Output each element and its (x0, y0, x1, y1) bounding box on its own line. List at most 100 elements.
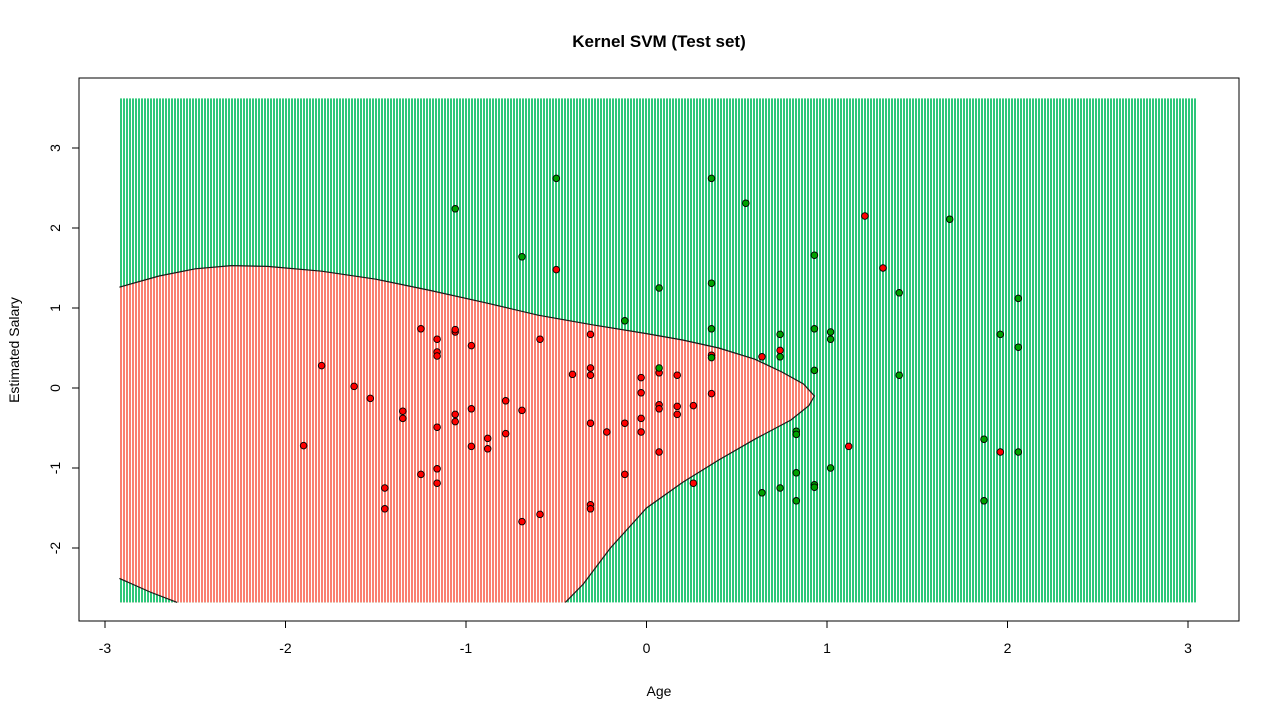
data-point-class-0 (689, 479, 698, 487)
data-point-class-0 (451, 325, 459, 334)
data-point-class-0 (381, 484, 389, 492)
data-point-class-1 (945, 215, 954, 223)
data-point-class-0 (552, 265, 561, 274)
data-point-class-0 (299, 441, 308, 450)
x-tick-label: -3 (99, 640, 112, 656)
data-point-class-0 (536, 510, 544, 519)
data-point-class-0 (637, 414, 645, 423)
data-point-class-0 (536, 335, 544, 343)
data-point-class-1 (895, 289, 903, 297)
data-point-class-1 (1014, 343, 1023, 351)
data-point-class-0 (381, 505, 389, 513)
data-point-class-0 (707, 389, 716, 398)
data-point-class-0 (399, 407, 407, 415)
data-point-class-0 (483, 445, 492, 453)
y-tick-label: 1 (47, 304, 63, 312)
x-tick-label: 0 (643, 640, 651, 656)
data-point-class-1 (655, 364, 663, 372)
data-point-class-1 (518, 253, 526, 261)
data-point-class-0 (586, 505, 595, 513)
y-axis-label: Estimated Salary (6, 297, 22, 403)
data-point-class-0 (467, 405, 476, 413)
data-point-class-1 (1014, 448, 1023, 456)
data-point-class-0 (844, 442, 853, 451)
data-point-class-1 (810, 325, 819, 333)
decision-boundary (119, 264, 816, 603)
data-point-class-0 (433, 423, 441, 431)
data-point-class-0 (996, 448, 1005, 456)
data-point-class-1 (552, 174, 561, 183)
data-point-class-0 (758, 353, 766, 361)
data-point-class-0 (621, 419, 629, 427)
x-tick-label: -2 (279, 640, 292, 656)
data-point-class-1 (707, 353, 716, 362)
y-tick-label: -2 (47, 542, 63, 555)
data-point-class-0 (366, 394, 375, 403)
data-point-class-0 (433, 335, 441, 343)
data-point-class-0 (451, 410, 459, 419)
data-point-class-0 (586, 330, 595, 339)
data-point-class-0 (621, 470, 629, 479)
data-point-class-0 (637, 428, 645, 436)
data-point-class-0 (518, 406, 526, 415)
data-point-class-0 (317, 361, 326, 370)
data-point-class-0 (673, 371, 681, 379)
data-point-class-0 (586, 419, 595, 427)
data-point-class-0 (568, 370, 577, 379)
data-point-class-0 (350, 382, 358, 391)
data-point-class-1 (451, 205, 459, 213)
data-point-class-0 (433, 352, 441, 360)
y-tick-label: 2 (47, 224, 63, 232)
x-tick-label: 3 (1184, 640, 1192, 656)
data-point-class-1 (758, 489, 766, 497)
data-point-class-0 (501, 397, 510, 405)
data-point-class-0 (879, 264, 887, 272)
y-tick-label: 3 (47, 144, 63, 152)
plot-area (119, 98, 1198, 603)
data-point-class-0 (673, 410, 681, 419)
decision-region-class-0 (119, 265, 815, 603)
chart-title: Kernel SVM (Test set) (572, 32, 746, 51)
data-point-class-0 (603, 428, 611, 436)
data-point-class-1 (776, 353, 784, 361)
y-axis: -2 -1 0 1 2 3 (47, 144, 80, 555)
data-point-class-1 (707, 174, 716, 183)
data-point-class-1 (792, 430, 801, 439)
data-point-class-1 (826, 335, 835, 343)
data-point-class-0 (501, 429, 510, 438)
data-point-class-0 (689, 401, 698, 410)
x-tick-label: -1 (460, 640, 473, 656)
y-tick-label: -1 (47, 462, 63, 475)
data-point-class-0 (861, 212, 869, 220)
data-point-class-0 (655, 448, 663, 456)
data-point-class-0 (655, 405, 663, 413)
data-point-class-0 (433, 479, 441, 487)
data-point-class-0 (467, 442, 476, 451)
data-point-class-1 (792, 497, 801, 505)
data-point-class-1 (996, 330, 1005, 339)
x-axis-label: Age (647, 683, 672, 699)
data-point-class-1 (792, 469, 801, 477)
data-point-class-0 (518, 517, 526, 526)
data-point-class-0 (586, 371, 595, 379)
data-point-class-0 (776, 346, 784, 355)
x-axis: -3 -2 -1 0 1 2 3 (99, 620, 1192, 656)
data-point-class-0 (451, 417, 459, 426)
data-point-class-1 (980, 435, 988, 443)
decision-region-class-1-corner (119, 578, 178, 603)
data-point-class-0 (637, 373, 645, 382)
data-point-class-1 (655, 284, 663, 292)
data-point-class-0 (417, 470, 425, 479)
data-point-class-1 (895, 371, 903, 379)
data-point-class-0 (637, 389, 645, 397)
data-point-class-1 (776, 330, 784, 339)
data-point-class-1 (776, 484, 784, 492)
data-point-class-1 (621, 317, 629, 325)
data-point-class-0 (433, 465, 441, 473)
data-point-class-0 (586, 364, 595, 372)
data-points (299, 174, 1023, 526)
y-tick-label: 0 (47, 384, 63, 392)
data-point-class-0 (399, 414, 407, 423)
data-point-class-0 (673, 402, 681, 411)
